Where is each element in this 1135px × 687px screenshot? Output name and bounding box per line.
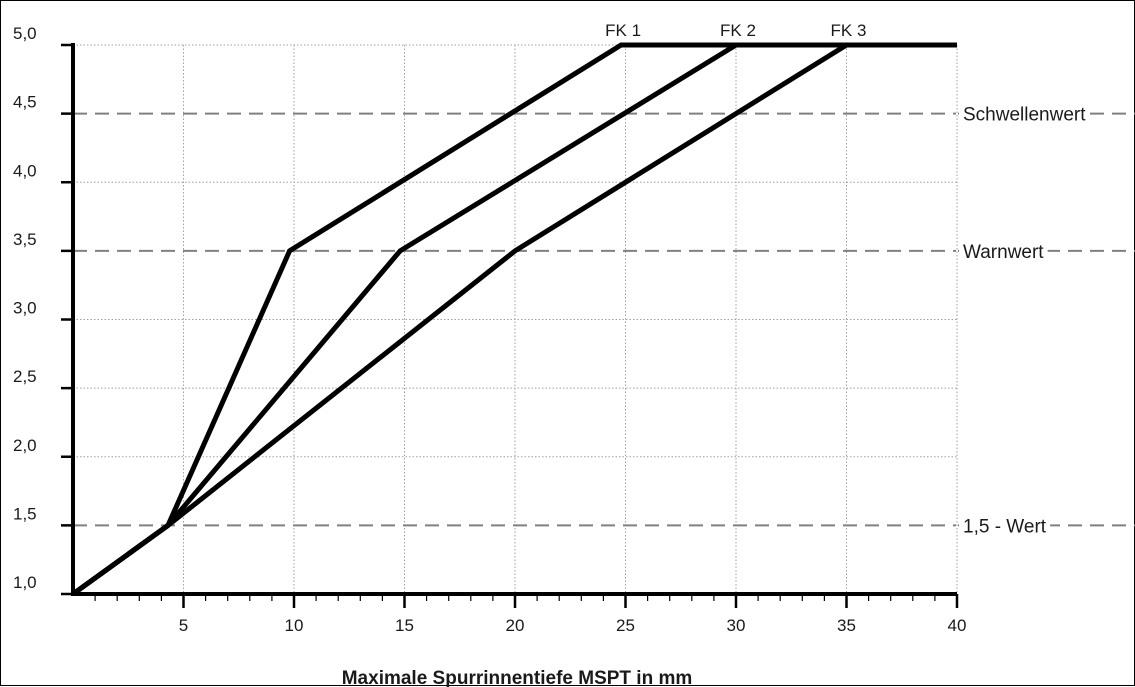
y-tick-label: 2,0 xyxy=(13,436,37,455)
y-tick-label: 3,0 xyxy=(13,299,37,318)
x-tick-label: 5 xyxy=(179,616,188,635)
x-tick-label: 10 xyxy=(285,616,304,635)
x-tick-label: 25 xyxy=(616,616,635,635)
y-tick-label: 4,5 xyxy=(13,93,37,112)
reference-label-bg xyxy=(959,100,1090,125)
y-tick-label: 2,5 xyxy=(13,367,37,386)
series-label: FK 2 xyxy=(720,21,756,40)
grid-layer xyxy=(73,44,958,594)
x-tick-label: 30 xyxy=(727,616,746,635)
series-line xyxy=(71,42,957,597)
x-tick-label: 20 xyxy=(506,616,525,635)
y-tick-label: 1,0 xyxy=(13,573,37,592)
y-tick-label: 3,5 xyxy=(13,230,37,249)
reference-label: 1,5 - Wert xyxy=(963,516,1047,537)
reference-label-bg xyxy=(959,237,1048,262)
series-layer xyxy=(71,42,957,597)
series-label: FK 1 xyxy=(605,21,641,40)
y-tick-label: 5,0 xyxy=(13,24,37,43)
reference-label: Schwellenwert xyxy=(963,105,1086,126)
y-tick-label: 1,5 xyxy=(13,504,37,523)
x-tick-label: 15 xyxy=(395,616,414,635)
series-label: FK 3 xyxy=(831,21,867,40)
axes-layer xyxy=(61,43,959,608)
reference-label-bg xyxy=(959,512,1051,537)
x-tick-label: 35 xyxy=(837,616,856,635)
y-tick-label: 4,0 xyxy=(13,161,37,180)
x-tick-label: 40 xyxy=(948,616,967,635)
reference-label: Warnwert xyxy=(963,242,1044,263)
reference-lines-layer xyxy=(73,112,1135,527)
x-axis-title: Maximale Spurrinnentiefe MSPT in mm xyxy=(342,668,693,687)
labels-layer: Schwellenwert Warnwert 1,5 - Wert 5 10 15 20 25… xyxy=(13,21,1090,687)
